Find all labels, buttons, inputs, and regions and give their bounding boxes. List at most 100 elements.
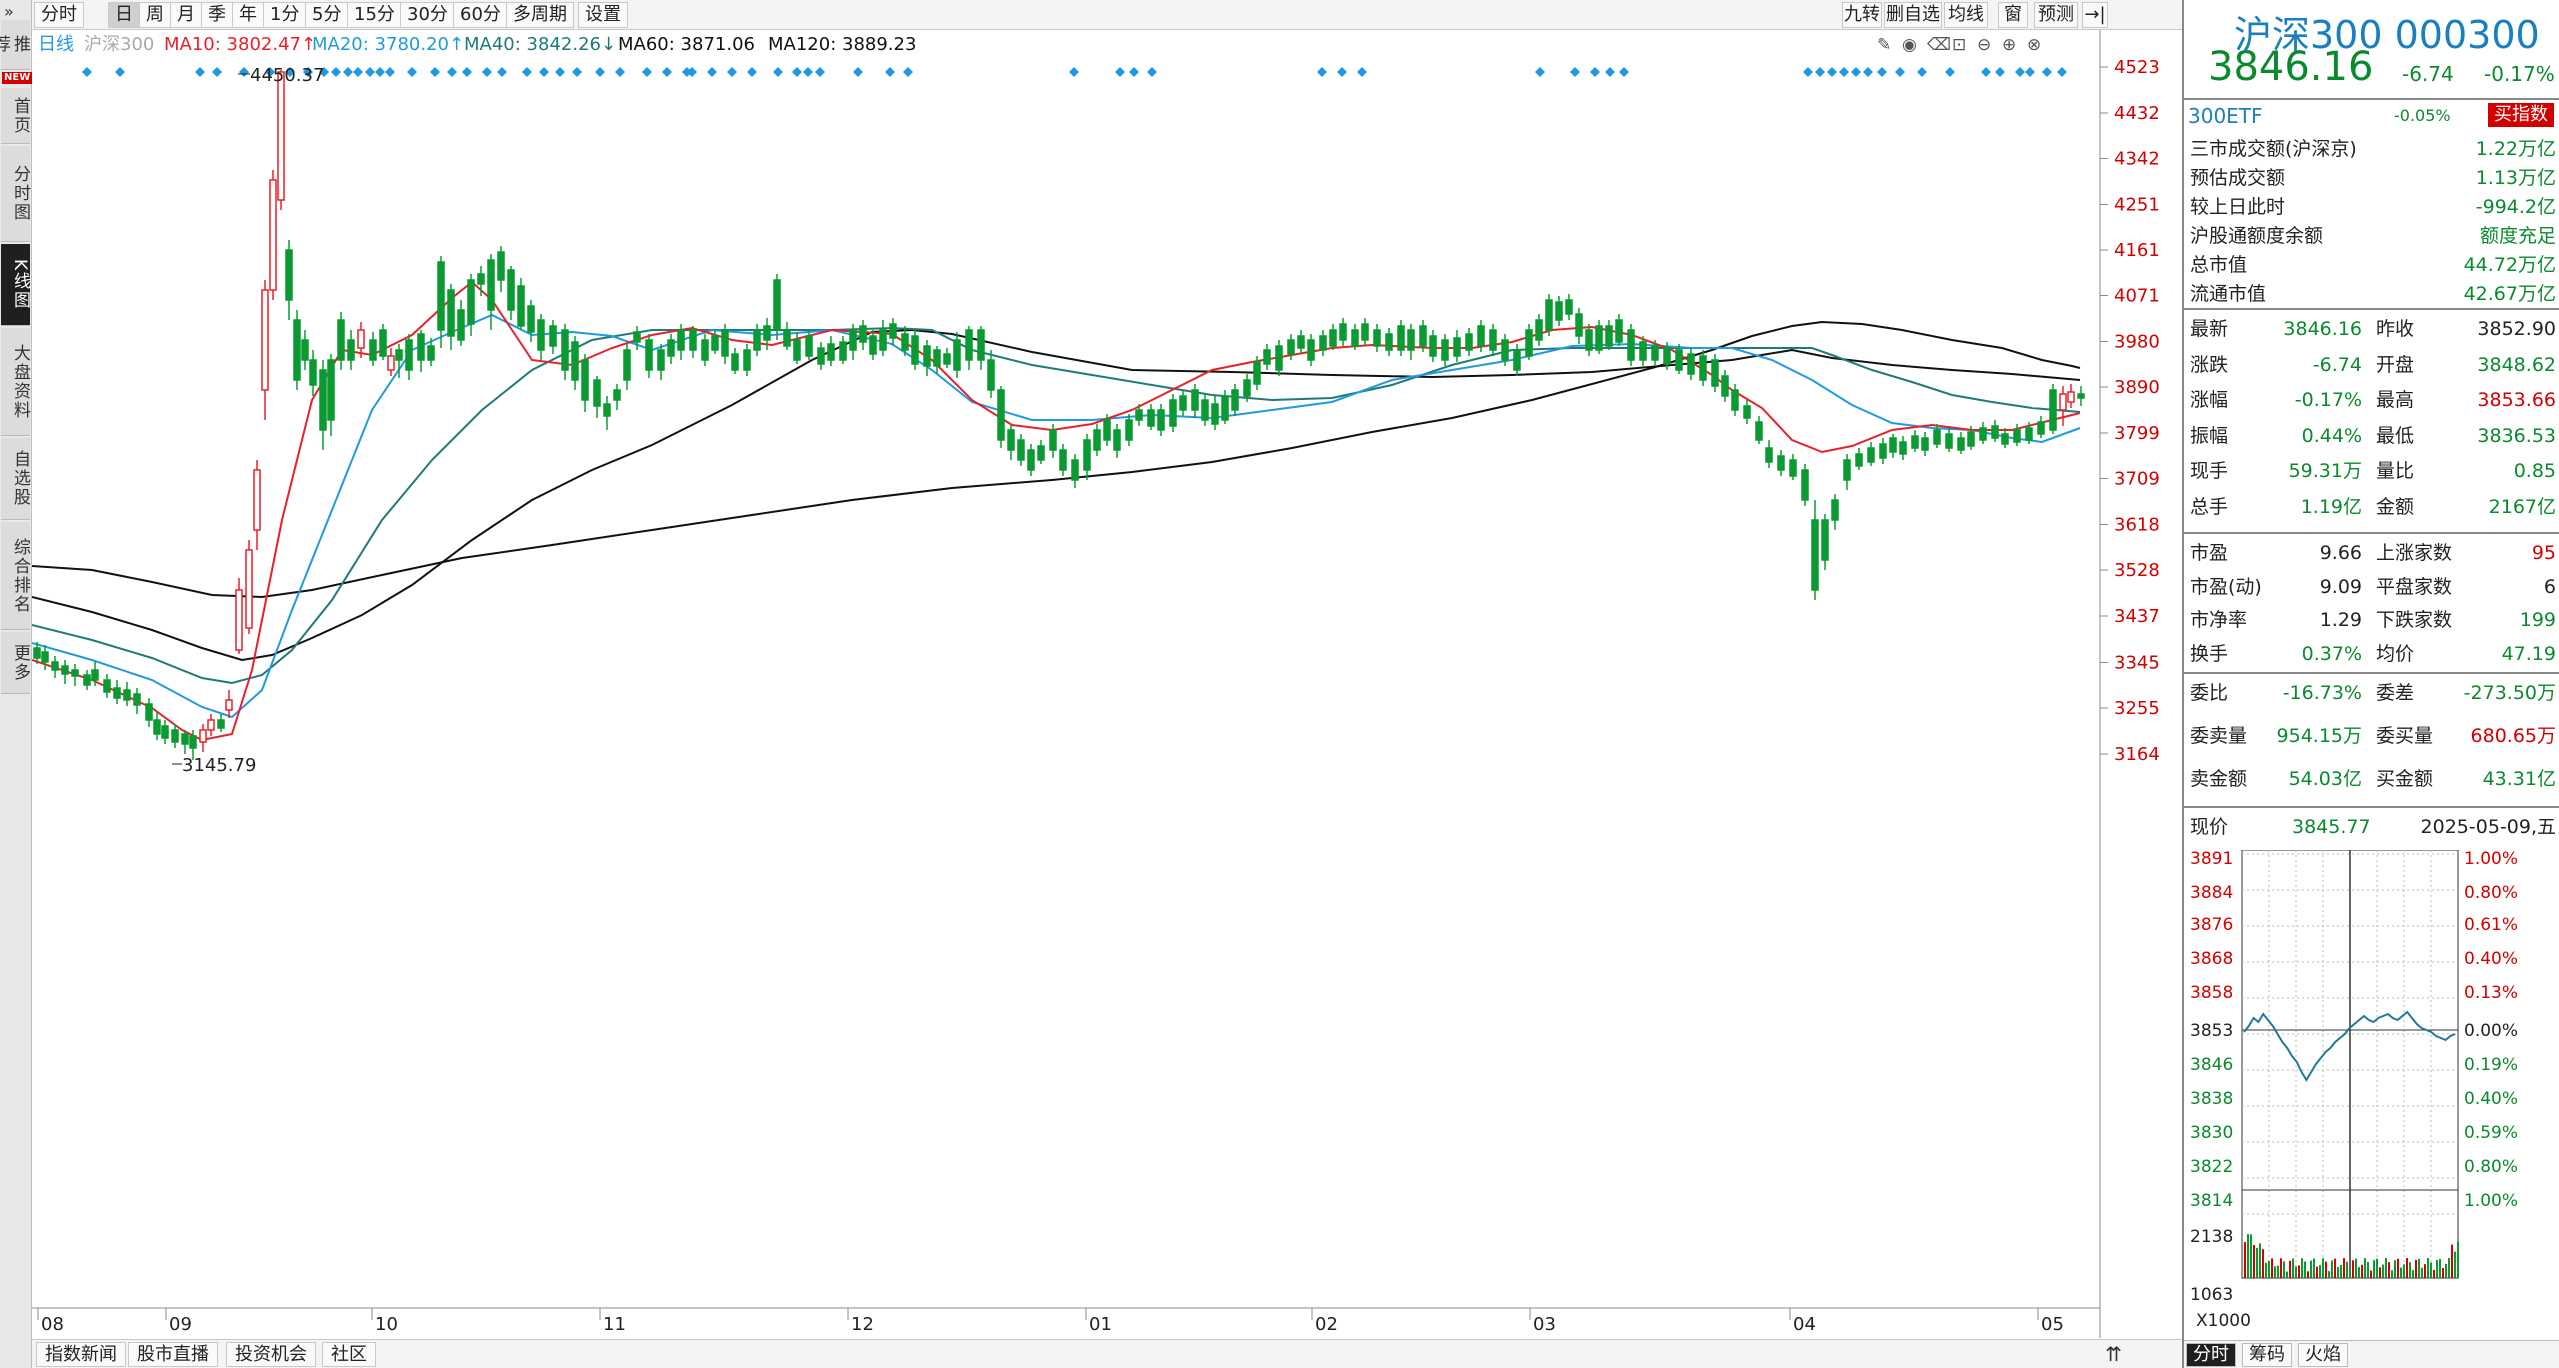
volume-bar	[2316, 1266, 2318, 1278]
etf-link[interactable]: 300ETF	[2188, 104, 2263, 128]
current-price-row: 现价 3845.77 2025-05-09,五	[2186, 812, 2558, 842]
quote-value: 3836.53	[2477, 424, 2556, 447]
candle-body	[623, 349, 631, 381]
signal-diamond	[353, 67, 363, 77]
signal-diamond	[1069, 67, 1079, 77]
settings-button[interactable]: 设置	[578, 2, 628, 28]
candle-body	[701, 339, 709, 361]
chart-tool-icons[interactable]: ✎ ◉ ⌫ ⊡ ⊖ ⊕ ⊗	[1877, 35, 2041, 55]
candle-body	[1991, 425, 1999, 439]
mini-y-label: 3853	[2190, 1021, 2233, 1041]
volume-bar	[2424, 1264, 2426, 1278]
stats-value: 0.37%	[2301, 642, 2362, 665]
candle-body	[1125, 419, 1133, 441]
period-30min[interactable]: 30分	[400, 2, 455, 28]
candle-body	[859, 325, 867, 343]
info-row: 流通市值 42.67万亿	[2186, 279, 2558, 309]
candle-body	[1319, 335, 1327, 351]
volume-bar	[2421, 1267, 2423, 1278]
candle-body	[721, 329, 729, 357]
stats-row: 市盈 9.66 上涨家数 95	[2186, 536, 2558, 570]
mini-y-label: 3838	[2190, 1089, 2233, 1109]
candle-body	[61, 665, 69, 675]
volume-bar	[2277, 1265, 2279, 1278]
candle-body	[1545, 299, 1553, 331]
nav-kline[interactable]: K线图	[1, 244, 30, 326]
remove-watchlist-button[interactable]: 删自选	[1884, 2, 1942, 28]
candle-body	[753, 329, 761, 351]
tab-community[interactable]: 社区	[322, 1342, 376, 1367]
candle-body	[189, 735, 197, 749]
candle-body	[1731, 389, 1739, 411]
window-button[interactable]: 窗	[1998, 2, 2028, 28]
tab-timeshare[interactable]: 分时	[2186, 1343, 2236, 1367]
nine-turn-button[interactable]: 九转	[1842, 2, 1882, 28]
period-15min[interactable]: 15分	[347, 2, 402, 28]
x-tick-label: 01	[1089, 1314, 1112, 1335]
forecast-button[interactable]: 预测	[2034, 2, 2078, 28]
collapse-arrow-icon[interactable]: »	[4, 2, 14, 21]
tab-flame[interactable]: 火焰	[2298, 1343, 2348, 1367]
candle-body	[743, 349, 751, 371]
signal-diamond	[885, 67, 895, 77]
candle-body	[171, 729, 179, 743]
index-name-label: 沪深300	[84, 34, 154, 55]
ma-button[interactable]: 均线	[1944, 2, 1988, 28]
volume-bar	[2391, 1270, 2393, 1278]
candle-body	[1191, 389, 1199, 411]
period-60min[interactable]: 60分	[453, 2, 508, 28]
period-week[interactable]: 周	[139, 2, 171, 28]
stats-row: 市盈(动) 9.09 平盘家数 6	[2186, 570, 2558, 604]
period-day[interactable]: 日	[108, 2, 140, 28]
candle-body	[517, 285, 525, 327]
multi-period-button[interactable]: 多周期	[506, 2, 574, 28]
kline-chart[interactable]: 日线 沪深300 MA10: 3802.47↑ MA20: 3780.20↑ M…	[32, 30, 2182, 1338]
nav-more[interactable]: 更多	[1, 632, 30, 694]
tab-chips[interactable]: 筹码	[2242, 1343, 2292, 1367]
signal-diamond	[522, 67, 532, 77]
nav-timeshare[interactable]: 分时图	[1, 146, 30, 242]
signal-diamond	[747, 67, 757, 77]
tab-index-news[interactable]: 指数新闻	[36, 1342, 126, 1367]
delete-icon: ⌫	[1927, 35, 1951, 55]
nav-market-data[interactable]: 大盘资料	[1, 328, 30, 436]
volume-bar	[2379, 1267, 2381, 1278]
tab-opportunity[interactable]: 投资机会	[226, 1342, 316, 1367]
order-value: 54.03亿	[2288, 768, 2362, 790]
buy-index-button[interactable]: 买指数	[2488, 103, 2554, 127]
volume-bar	[2418, 1258, 2420, 1278]
period-month[interactable]: 月	[170, 2, 202, 28]
volume-bar	[2268, 1260, 2270, 1278]
period-timeshare[interactable]: 分时	[34, 2, 84, 28]
stats-key: 上涨家数	[2376, 542, 2453, 564]
x-tick-label: 04	[1793, 1314, 1816, 1335]
period-year[interactable]: 年	[232, 2, 264, 28]
nav-ranking[interactable]: 综合排名	[1, 522, 30, 630]
intraday-mini-chart[interactable]: 3891 3884 3876 3868 3858 3853 3846 3838 3830 3822…	[2186, 850, 2558, 1338]
signal-diamond	[1357, 67, 1367, 77]
volume-bar	[2397, 1258, 2399, 1278]
period-5min[interactable]: 5分	[305, 2, 349, 28]
period-quarter[interactable]: 季	[201, 2, 233, 28]
candle-body	[657, 349, 665, 371]
period-toolbar: 分时 日 周 月 季 年 1分 5分 15分 30分 60分 多周期 设置 九转…	[32, 0, 2182, 30]
volume-bar	[2343, 1258, 2345, 1278]
volume-bar	[2433, 1269, 2435, 1278]
mini-pct-label: 0.80%	[2464, 1157, 2518, 1177]
expand-right-icon[interactable]: →|	[2082, 2, 2108, 28]
order-value: -273.50万	[2463, 682, 2556, 704]
quote-key: 现手	[2190, 460, 2229, 482]
period-1min[interactable]: 1分	[263, 2, 307, 28]
volume-bar	[2319, 1265, 2321, 1278]
candle-body	[1059, 449, 1067, 471]
nav-recommend[interactable]: 推荐	[0, 20, 30, 70]
scroll-top-icon[interactable]: ⇈	[2105, 1342, 2122, 1366]
nav-watchlist[interactable]: 自选股	[1, 438, 30, 520]
tab-live[interactable]: 股市直播	[128, 1342, 218, 1367]
nav-home[interactable]: 首页	[1, 88, 30, 144]
quote-key: 开盘	[2376, 353, 2415, 376]
signal-diamond	[115, 67, 125, 77]
candle-body	[1889, 437, 1897, 453]
candle-body	[1675, 349, 1683, 371]
signal-diamond	[447, 67, 457, 77]
